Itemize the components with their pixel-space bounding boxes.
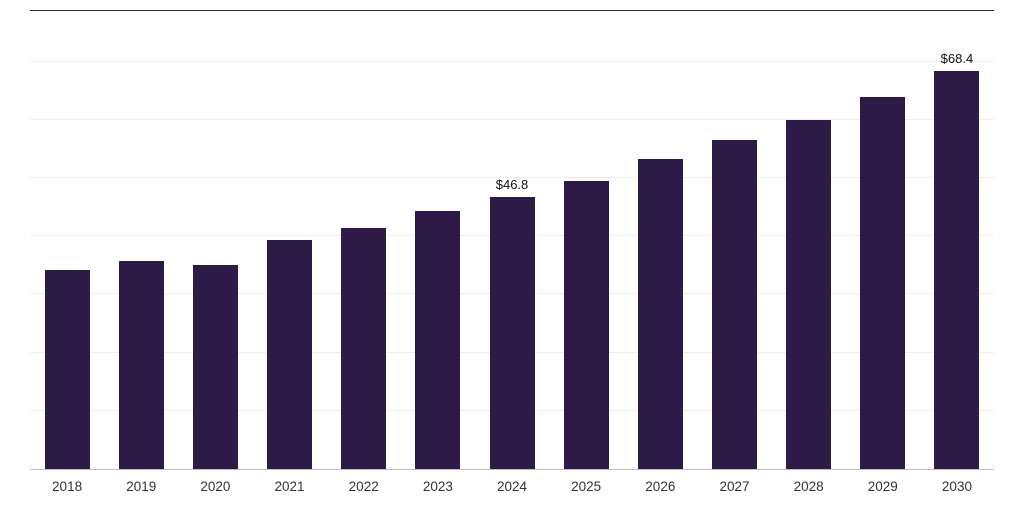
gridline: [30, 177, 994, 179]
bar-slot: [327, 11, 401, 469]
x-tick-label: 2027: [719, 479, 750, 494]
gridline: [30, 60, 994, 62]
bar-2019: [118, 261, 164, 469]
bar-slot: $68.4: [920, 11, 994, 469]
bar-2027: [711, 140, 757, 469]
bar-2025: [563, 180, 609, 469]
bar-2029: [860, 96, 906, 469]
gridline: [30, 118, 994, 120]
bar-slot: [401, 11, 475, 469]
bar-slot: [30, 11, 104, 469]
bar-2018: [44, 269, 90, 469]
plot-area: $46.8 $68.4: [30, 10, 994, 470]
bar-2030: $68.4: [934, 51, 980, 469]
bar-2023: [415, 211, 461, 469]
x-axis-labels: 2018 2019 2020 2021 2022 2023 2024 2025 2026 2027…: [30, 470, 994, 512]
bar-2022: [341, 227, 387, 469]
bars-row: $46.8 $68.4: [30, 11, 994, 469]
bar-slot: [549, 11, 623, 469]
bar-value-label: $68.4: [940, 50, 974, 66]
bar-slot: $46.8: [475, 11, 549, 469]
bar-2021: [267, 240, 313, 469]
bar-value-label: $46.8: [495, 176, 529, 192]
x-tick-label: 2021: [274, 479, 305, 494]
x-tick-label: 2029: [867, 479, 898, 494]
x-tick-label: 2024: [496, 479, 528, 494]
bar-slot: [772, 11, 846, 469]
bar-slot: [104, 11, 178, 469]
x-tick-label: 2022: [348, 479, 379, 494]
bar-2026: [637, 159, 683, 469]
bar-slot: [846, 11, 920, 469]
bar-slot: [178, 11, 252, 469]
bar-2020: [192, 264, 238, 469]
x-tick-label: 2020: [200, 479, 231, 494]
bar-slot: [252, 11, 326, 469]
bar-2028: [786, 119, 832, 469]
bar-slot: [623, 11, 697, 469]
bar-slot: [697, 11, 771, 469]
x-tick-label: 2023: [422, 479, 453, 494]
x-tick-label: 2018: [52, 479, 83, 494]
bar-2024: $46.8: [489, 177, 535, 469]
x-tick-label: 2025: [571, 479, 602, 494]
x-tick-label: 2019: [126, 479, 157, 494]
x-tick-label: 2030: [941, 479, 972, 494]
x-tick-label: 2026: [645, 479, 676, 494]
x-tick-label: 2028: [793, 479, 824, 494]
